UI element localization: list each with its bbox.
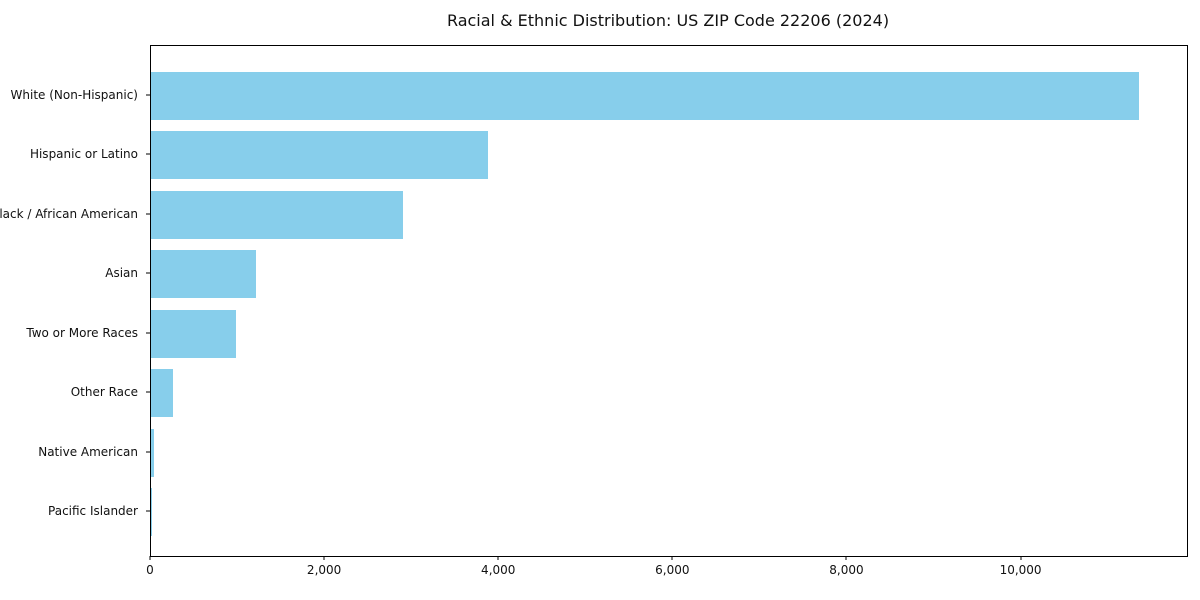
x-tick-label: 8,000	[829, 563, 864, 577]
x-tick-mark	[671, 556, 673, 560]
category-label: Other Race	[70, 385, 138, 400]
y-tick-mark	[146, 451, 150, 453]
bar-3	[151, 250, 257, 299]
bar-0	[151, 72, 1140, 120]
x-tick-label: 2,000	[306, 563, 342, 577]
x-tick-mark	[323, 556, 325, 560]
x-axis-ticks: 0 2,000 4,000 6,000 8,000 10,000	[146, 556, 1186, 586]
y-tick-mark	[146, 332, 150, 334]
y-tick-mark	[146, 153, 150, 155]
bar-1	[151, 131, 488, 180]
y-tick-mark	[146, 510, 150, 512]
bar-6	[151, 428, 154, 477]
category-label: Pacific Islander	[48, 504, 138, 518]
x-tick-mark	[497, 556, 499, 560]
x-tick-mark	[845, 556, 847, 560]
x-tick-mark	[149, 556, 151, 560]
bar-5	[151, 369, 173, 418]
x-tick-label: 4,000	[481, 563, 516, 577]
category-label: Black / African American	[0, 206, 138, 221]
y-tick-mark	[146, 94, 150, 96]
category-label: Hispanic or Latino	[29, 147, 138, 162]
category-label: Two or More Races	[26, 325, 138, 340]
bar-4	[151, 309, 237, 358]
x-tick-mark	[1020, 556, 1022, 560]
y-axis-labels: White (Non-Hispanic) Hispanic or Latino Bl…	[0, 45, 150, 555]
x-tick-label: 0	[146, 563, 154, 577]
y-tick-mark	[146, 213, 150, 215]
chart-title: Racial & Ethnic Distribution: US ZIP Cod…	[446, 11, 890, 30]
category-label: White (Non-Hispanic)	[10, 88, 138, 102]
category-label: Asian	[105, 266, 138, 281]
x-tick-label: 10,000	[999, 563, 1042, 577]
y-tick-mark	[146, 391, 150, 393]
x-tick-label: 6,000	[655, 563, 690, 577]
plot-area	[150, 45, 1188, 557]
bar-2	[151, 190, 403, 239]
category-label: Native American	[38, 444, 138, 459]
y-tick-mark	[146, 272, 150, 274]
